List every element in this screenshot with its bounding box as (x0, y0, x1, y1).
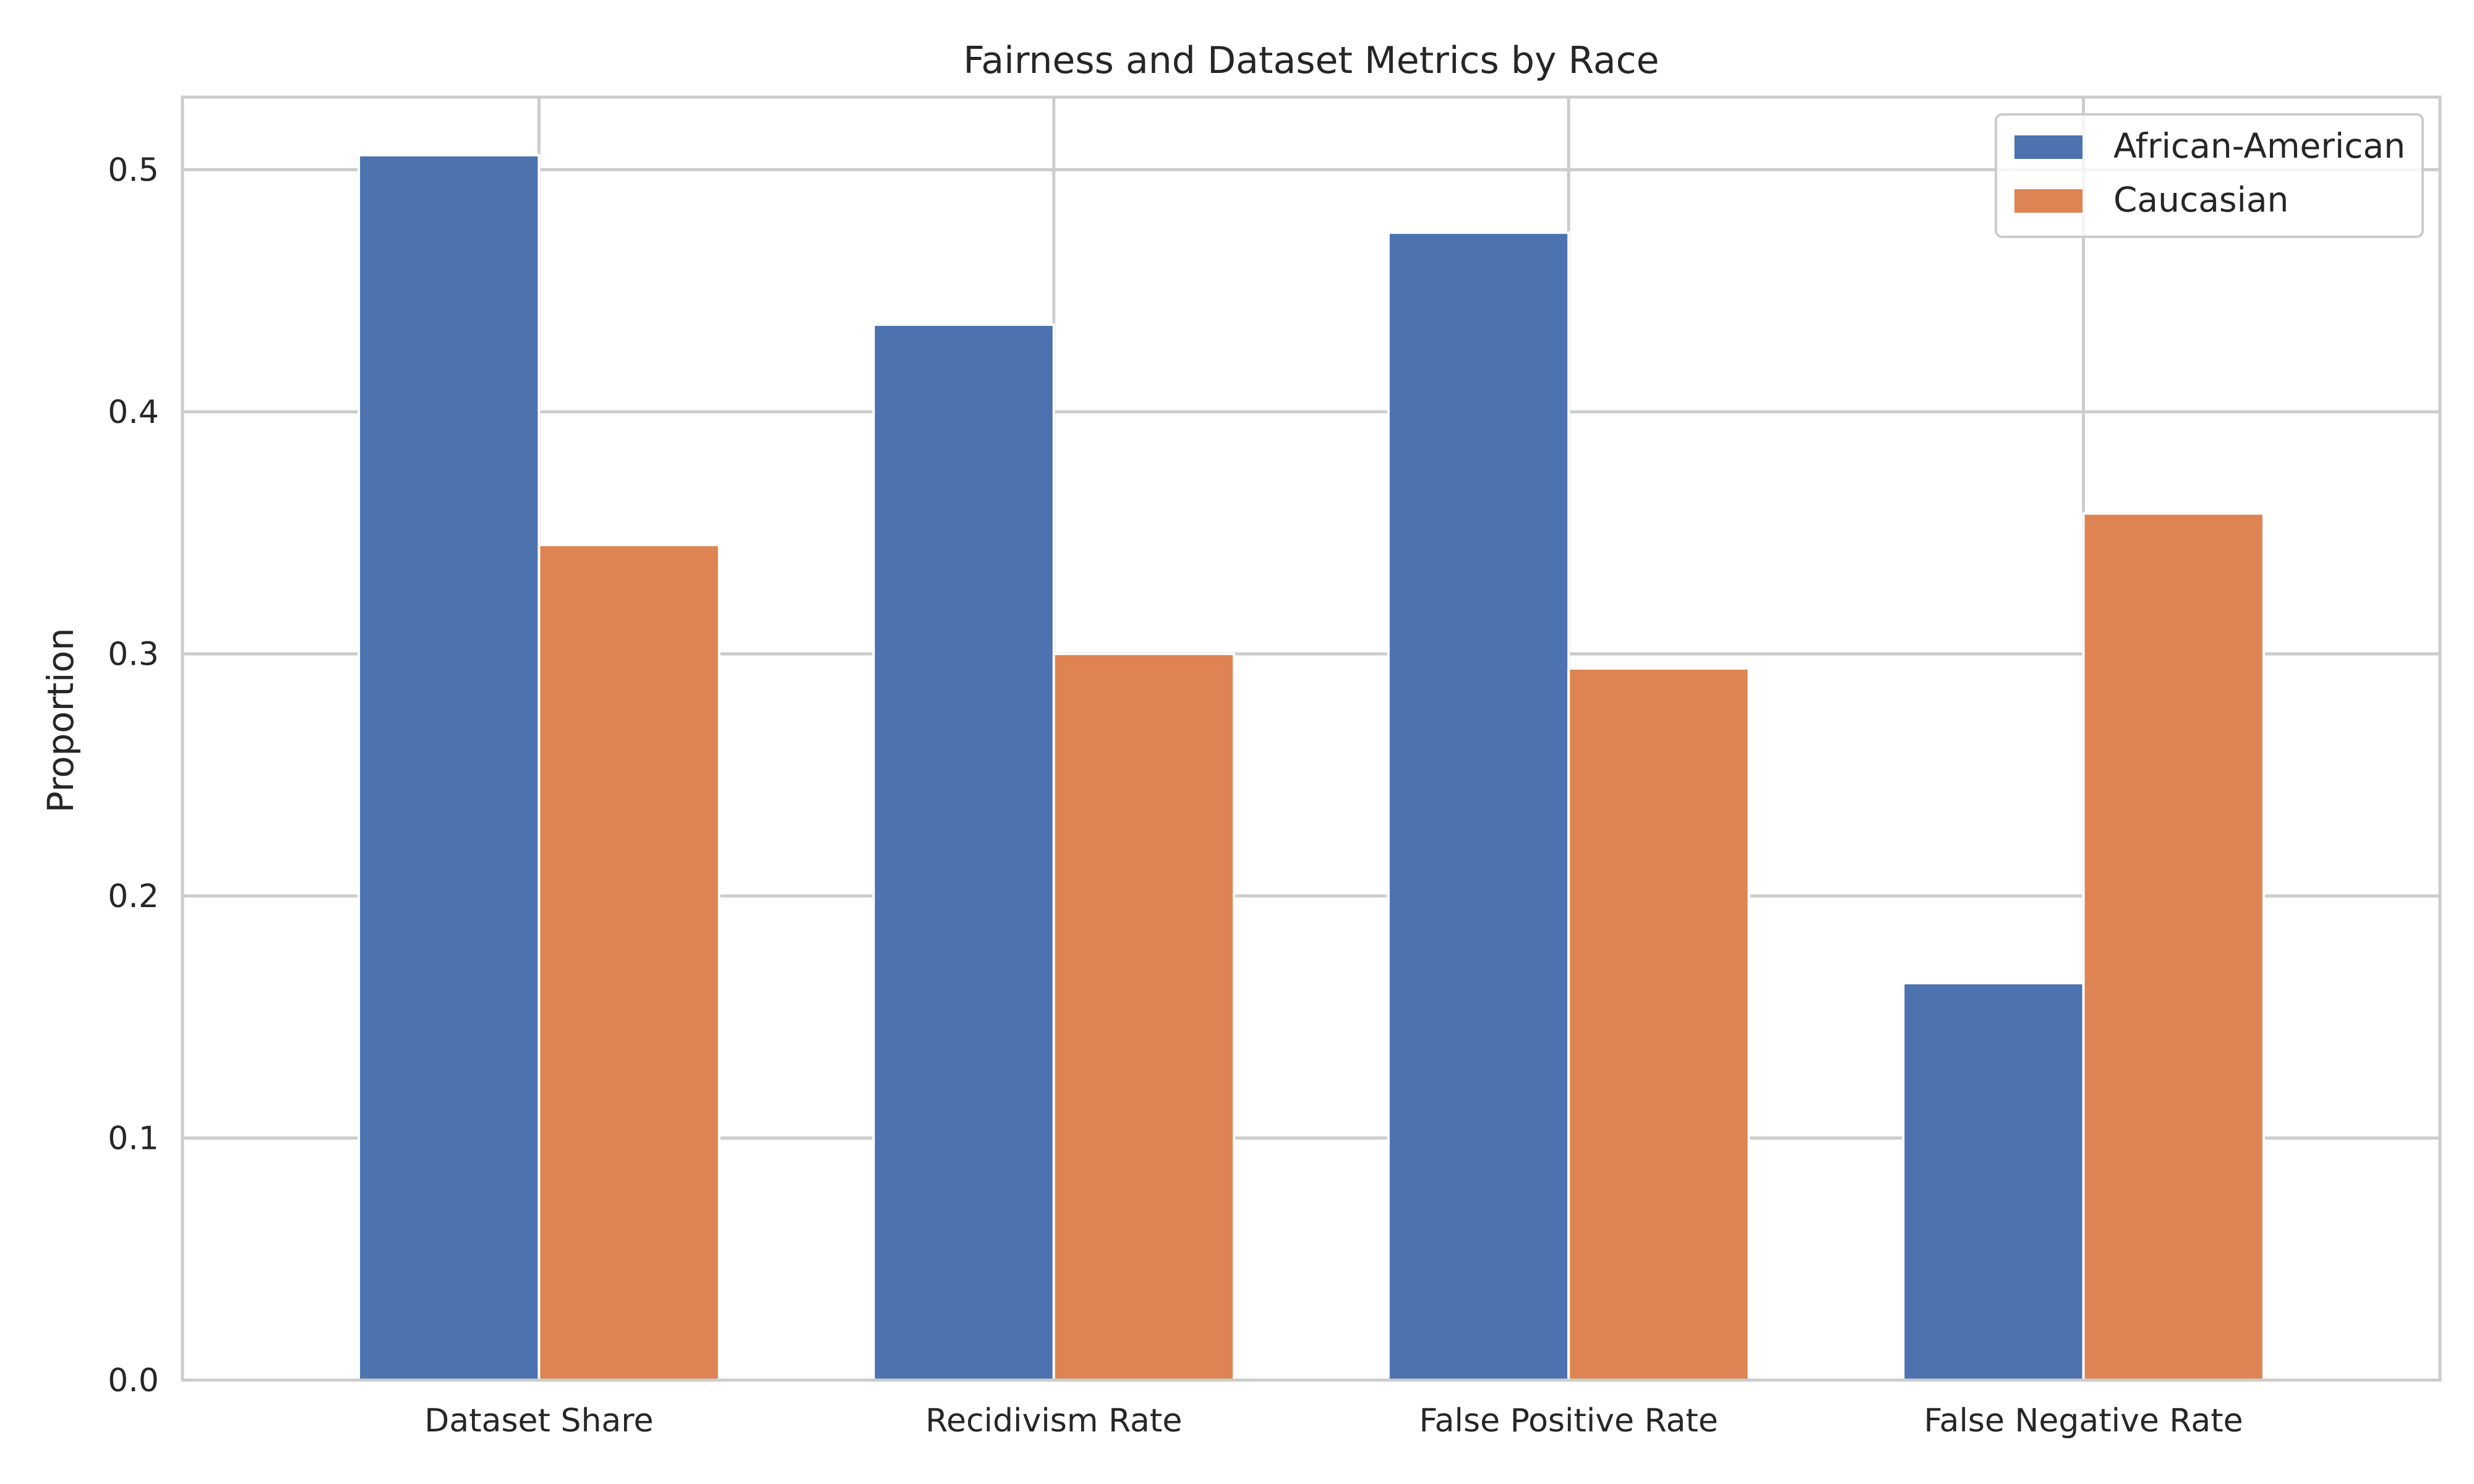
bar-caucasian-3 (2082, 512, 2265, 1381)
chart-title: Fairness and Dataset Metrics by Race (963, 39, 1659, 82)
legend-box (1995, 113, 2424, 238)
legend-swatch (2014, 189, 2082, 213)
bar-caucasian-1 (1052, 652, 1236, 1381)
legend-label: Caucasian (2113, 180, 2288, 220)
bar-african-american-2 (1387, 231, 1570, 1382)
y-tick-label: 0.5 (108, 151, 159, 189)
x-tick-label: Dataset Share (424, 1402, 653, 1439)
y-axis-label: Proportion (40, 628, 82, 812)
plot-frame (181, 95, 2442, 1382)
x-tick-label: Recidivism Rate (925, 1402, 1182, 1439)
legend-label: African-American (2113, 126, 2405, 166)
bar-african-american-1 (872, 323, 1055, 1381)
x-axis-ticks: Dataset Share Recidivism Rate False Positi… (424, 1402, 2243, 1439)
y-axis-ticks: 0.0 0.1 0.2 0.3 0.4 0.5 (108, 151, 159, 1399)
legend: African-American Caucasian (1995, 113, 2424, 238)
y-tick-label: 0.3 (108, 636, 159, 673)
y-tick-label: 0.1 (108, 1120, 159, 1157)
bar-african-american-3 (1902, 981, 2085, 1382)
x-tick-label: False Positive Rate (1419, 1402, 1718, 1439)
y-tick-label: 0.2 (108, 878, 159, 915)
bar-caucasian-2 (1567, 667, 1750, 1381)
legend-swatch (2014, 135, 2082, 159)
y-tick-label: 0.4 (108, 394, 159, 431)
bar-african-american-0 (357, 153, 541, 1381)
bar-caucasian-0 (537, 544, 721, 1381)
y-tick-label: 0.0 (108, 1362, 159, 1399)
bars (357, 153, 2265, 1382)
x-tick-label: False Negative Rate (1924, 1402, 2243, 1439)
